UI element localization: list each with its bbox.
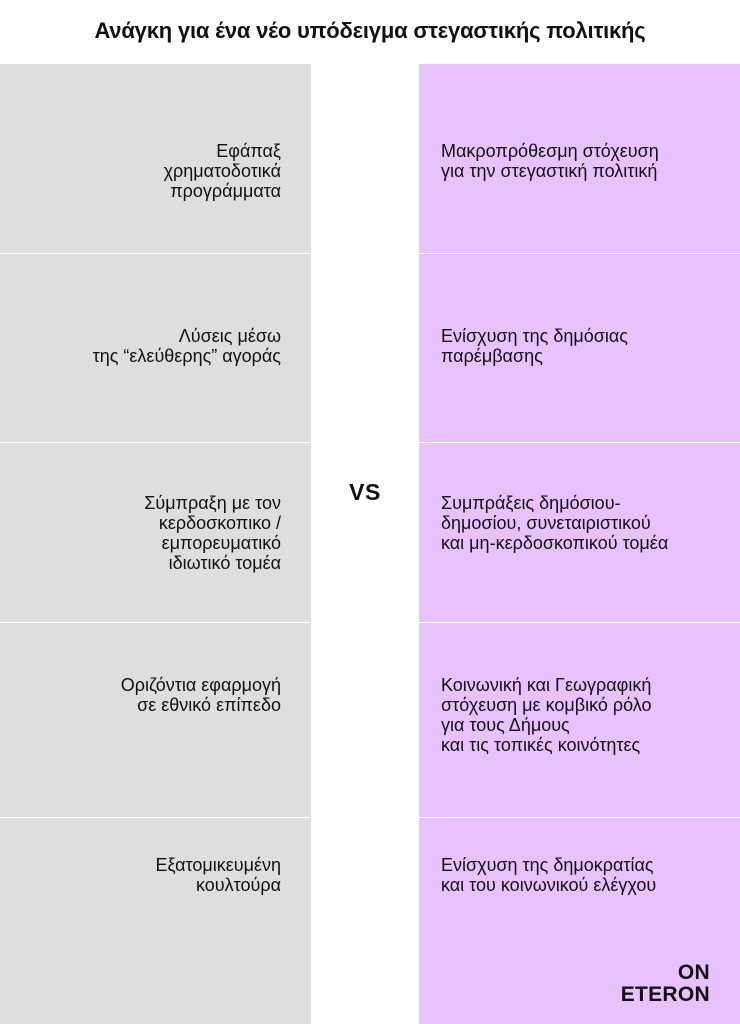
- left-item: Σύμπραξη με τον κερδοσκοπικο / εμπορευμα…: [0, 443, 311, 623]
- right-column-new-model: Μακροπρόθεσμη στόχευση για την στεγαστικ…: [419, 64, 740, 1024]
- left-column-current-model: Εφάπαξ χρηματοδοτικά προγράμματα Λύσεις …: [0, 64, 311, 1024]
- vs-label: VS: [349, 479, 381, 505]
- right-item: Ενίσχυση της δημόσιας παρέμβασης: [419, 254, 740, 443]
- left-item: Εξατομικευμένη κουλτούρα: [155, 855, 282, 895]
- right-item: Ενίσχυση της δημοκρατίας και του κοινωνι…: [441, 855, 657, 895]
- right-item: Μακροπρόθεσμη στόχευση για την στεγαστικ…: [419, 64, 740, 254]
- page-title: Ανάγκη για ένα νέο υπόδειγμα στεγαστικής…: [94, 18, 646, 43]
- right-item: Συμπράξεις δημόσιου- δημοσίου, συνεταιρι…: [419, 443, 740, 623]
- left-item: Λύσεις μέσω της “ελεύθερης” αγοράς: [0, 254, 311, 443]
- left-item: Εφάπαξ χρηματοδοτικά προγράμματα: [0, 64, 311, 254]
- on-eteron-logo: ON ETERON: [621, 962, 710, 1006]
- left-item: Οριζόντια εφαρμογή σε εθνικό επίπεδο: [0, 623, 311, 818]
- right-item: Κοινωνική και Γεωγραφική στόχευση με κομ…: [419, 623, 740, 818]
- logo-line-1: ON: [677, 961, 710, 984]
- logo-line-2: ETERON: [620, 983, 710, 1006]
